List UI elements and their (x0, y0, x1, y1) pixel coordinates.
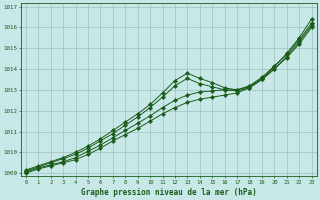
X-axis label: Graphe pression niveau de la mer (hPa): Graphe pression niveau de la mer (hPa) (81, 188, 257, 197)
